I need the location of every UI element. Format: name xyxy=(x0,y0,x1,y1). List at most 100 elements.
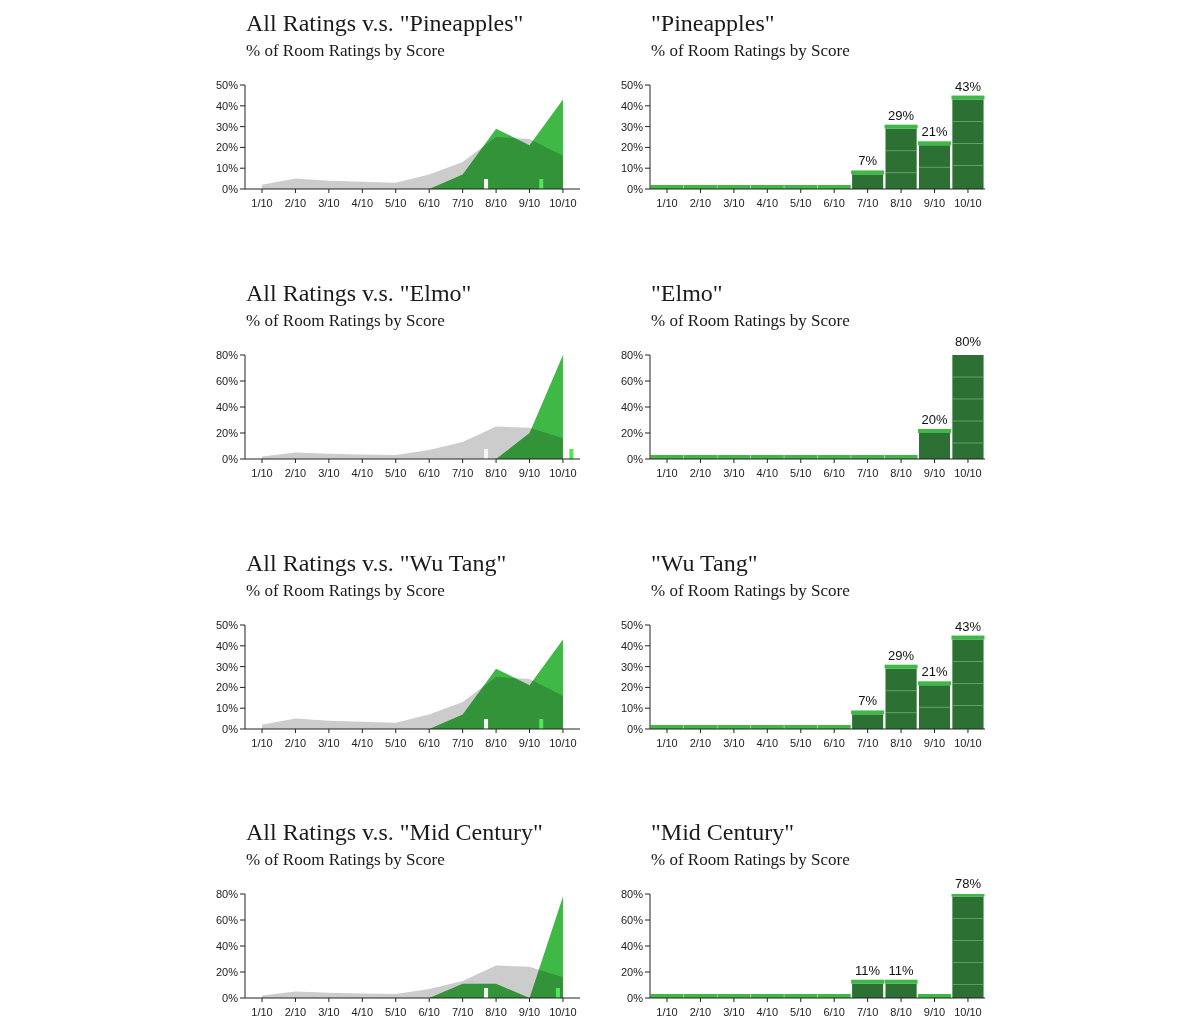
x-tick xyxy=(700,998,701,1002)
mean-marker xyxy=(484,449,488,459)
x-tick-label: 2/10 xyxy=(690,467,711,479)
x-tick xyxy=(934,189,935,193)
y-tick xyxy=(240,729,245,730)
y-tick xyxy=(645,946,650,947)
x-tick xyxy=(529,189,530,193)
data-label: 11% xyxy=(855,963,880,978)
x-tick xyxy=(496,459,497,463)
y-tick xyxy=(645,189,650,190)
photo-tile-edge xyxy=(919,167,950,168)
photo-tile-edge xyxy=(952,918,983,919)
mean-marker xyxy=(539,719,543,729)
y-tick-label: 30% xyxy=(621,661,643,673)
x-tick xyxy=(262,189,263,193)
y-tick xyxy=(240,894,245,895)
chart-subtitle: % of Room Ratings by Score xyxy=(246,850,445,869)
y-tick-label: 40% xyxy=(621,100,643,112)
x-tick xyxy=(295,729,296,733)
photo-tile-edge xyxy=(886,690,917,691)
y-axis-line xyxy=(245,625,246,729)
x-tick xyxy=(767,998,768,1002)
chart-title: "Mid Century" xyxy=(651,819,794,845)
x-tick xyxy=(362,729,363,733)
x-tick xyxy=(262,998,263,1002)
y-tick-label: 20% xyxy=(621,681,643,693)
bar xyxy=(886,669,917,729)
y-tick-label: 0% xyxy=(627,453,643,465)
y-tick-label: 80% xyxy=(621,888,643,900)
x-tick xyxy=(967,729,968,733)
bar-cap xyxy=(717,725,750,729)
x-tick-label: 10/10 xyxy=(549,197,577,209)
x-tick-label: 9/10 xyxy=(519,737,540,749)
y-tick xyxy=(240,972,245,973)
bar-cap xyxy=(918,681,951,685)
y-tick xyxy=(645,972,650,973)
x-tick-label: 6/10 xyxy=(823,467,844,479)
x-tick xyxy=(262,729,263,733)
x-tick-label: 10/10 xyxy=(954,737,982,749)
y-tick xyxy=(240,168,245,169)
x-tick-label: 1/10 xyxy=(251,737,272,749)
x-tick xyxy=(328,998,329,1002)
x-tick xyxy=(562,189,563,193)
chart-panel: All Ratings v.s. "Mid Century"% of Room … xyxy=(216,819,580,1018)
chart-panel: All Ratings v.s. "Pineapples"% of Room R… xyxy=(216,10,580,209)
x-tick xyxy=(800,189,801,193)
y-tick xyxy=(645,433,650,434)
chart-title: All Ratings v.s. "Wu Tang" xyxy=(246,550,506,576)
bar-cap xyxy=(818,455,851,459)
y-tick xyxy=(240,666,245,667)
x-tick-label: 9/10 xyxy=(924,197,945,209)
data-label: 80% xyxy=(955,334,981,349)
bar-photo-shade xyxy=(952,640,983,729)
bar-cap xyxy=(885,455,918,459)
y-tick xyxy=(240,708,245,709)
x-tick-label: 1/10 xyxy=(656,1006,677,1018)
x-tick-label: 1/10 xyxy=(656,197,677,209)
x-tick xyxy=(362,189,363,193)
y-tick xyxy=(645,459,650,460)
bar-cap xyxy=(751,185,784,189)
bar-cap xyxy=(951,636,984,640)
y-tick-label: 0% xyxy=(222,992,238,1004)
bar-photo-shade xyxy=(886,984,917,998)
x-tick xyxy=(462,998,463,1002)
x-tick xyxy=(867,189,868,193)
x-tick xyxy=(967,189,968,193)
y-tick xyxy=(240,105,245,106)
x-tick-label: 8/10 xyxy=(485,197,506,209)
x-tick xyxy=(767,729,768,733)
x-tick xyxy=(834,729,835,733)
y-axis-line xyxy=(245,85,246,189)
x-tick-label: 4/10 xyxy=(757,1006,778,1018)
x-tick-label: 8/10 xyxy=(890,737,911,749)
bar-cap xyxy=(651,185,684,189)
bar-cap xyxy=(717,994,750,998)
x-tick xyxy=(800,459,801,463)
y-tick xyxy=(240,189,245,190)
bar-cap xyxy=(885,125,918,129)
photo-tile-edge xyxy=(952,121,983,122)
x-tick xyxy=(529,998,530,1002)
photo-tile-edge xyxy=(952,705,983,706)
photo-tile-edge xyxy=(952,443,983,444)
mean-marker xyxy=(569,449,573,459)
x-tick xyxy=(395,459,396,463)
bar-cap xyxy=(851,455,884,459)
x-tick-label: 10/10 xyxy=(549,1006,577,1018)
x-tick xyxy=(362,998,363,1002)
x-tick xyxy=(901,189,902,193)
y-tick xyxy=(645,666,650,667)
x-tick-label: 4/10 xyxy=(757,737,778,749)
x-tick xyxy=(834,459,835,463)
bar-cap xyxy=(918,429,951,433)
chart-subtitle: % of Room Ratings by Score xyxy=(651,311,850,330)
photo-tile-edge xyxy=(952,940,983,941)
x-tick xyxy=(328,729,329,733)
bar xyxy=(886,984,917,998)
x-tick-label: 9/10 xyxy=(924,737,945,749)
x-tick xyxy=(295,189,296,193)
y-tick xyxy=(645,625,650,626)
data-label: 7% xyxy=(858,693,877,708)
